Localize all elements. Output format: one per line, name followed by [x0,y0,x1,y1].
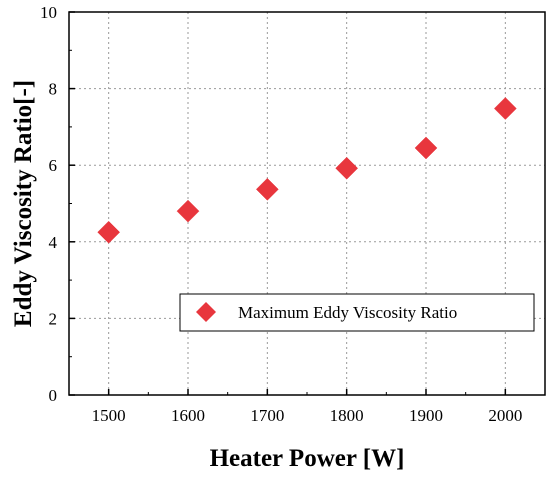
data-point-diamond [97,220,121,244]
x-tick-label: 1600 [171,406,205,425]
y-tick-label: 6 [49,156,58,175]
plot-frame [68,11,546,396]
x-axis-title: Heater Power [W] [210,445,405,472]
y-tick-label: 8 [49,80,58,99]
x-tick-label: 2000 [488,406,522,425]
legend-label: Maximum Eddy Viscosity Ratio [238,303,457,322]
legend-marker-diamond [196,301,216,322]
grid [69,12,545,395]
y-tick-label: 0 [49,386,58,405]
data-point-diamond [414,136,438,160]
data-point-diamond [176,199,200,223]
x-tick-label: 1800 [330,406,364,425]
x-tick-label: 1700 [250,406,284,425]
axis-ticks: 1500 1600 1700 1800 1900 2000 0 2 4 6 8 10 [40,3,522,425]
data-points [97,97,517,244]
data-point-diamond [335,156,359,180]
legend: Maximum Eddy Viscosity Ratio [179,293,535,332]
legend-box [179,293,535,332]
y-tick-label: 10 [40,3,57,22]
x-tick-label: 1500 [92,406,126,425]
y-tick-label: 2 [49,309,58,328]
y-tick-label: 4 [49,233,58,252]
data-point-diamond [255,177,279,201]
y-axis-title: Eddy Viscosity Ratio[-] [10,80,37,327]
x-tick-label: 1900 [409,406,443,425]
data-point-diamond [493,97,517,120]
